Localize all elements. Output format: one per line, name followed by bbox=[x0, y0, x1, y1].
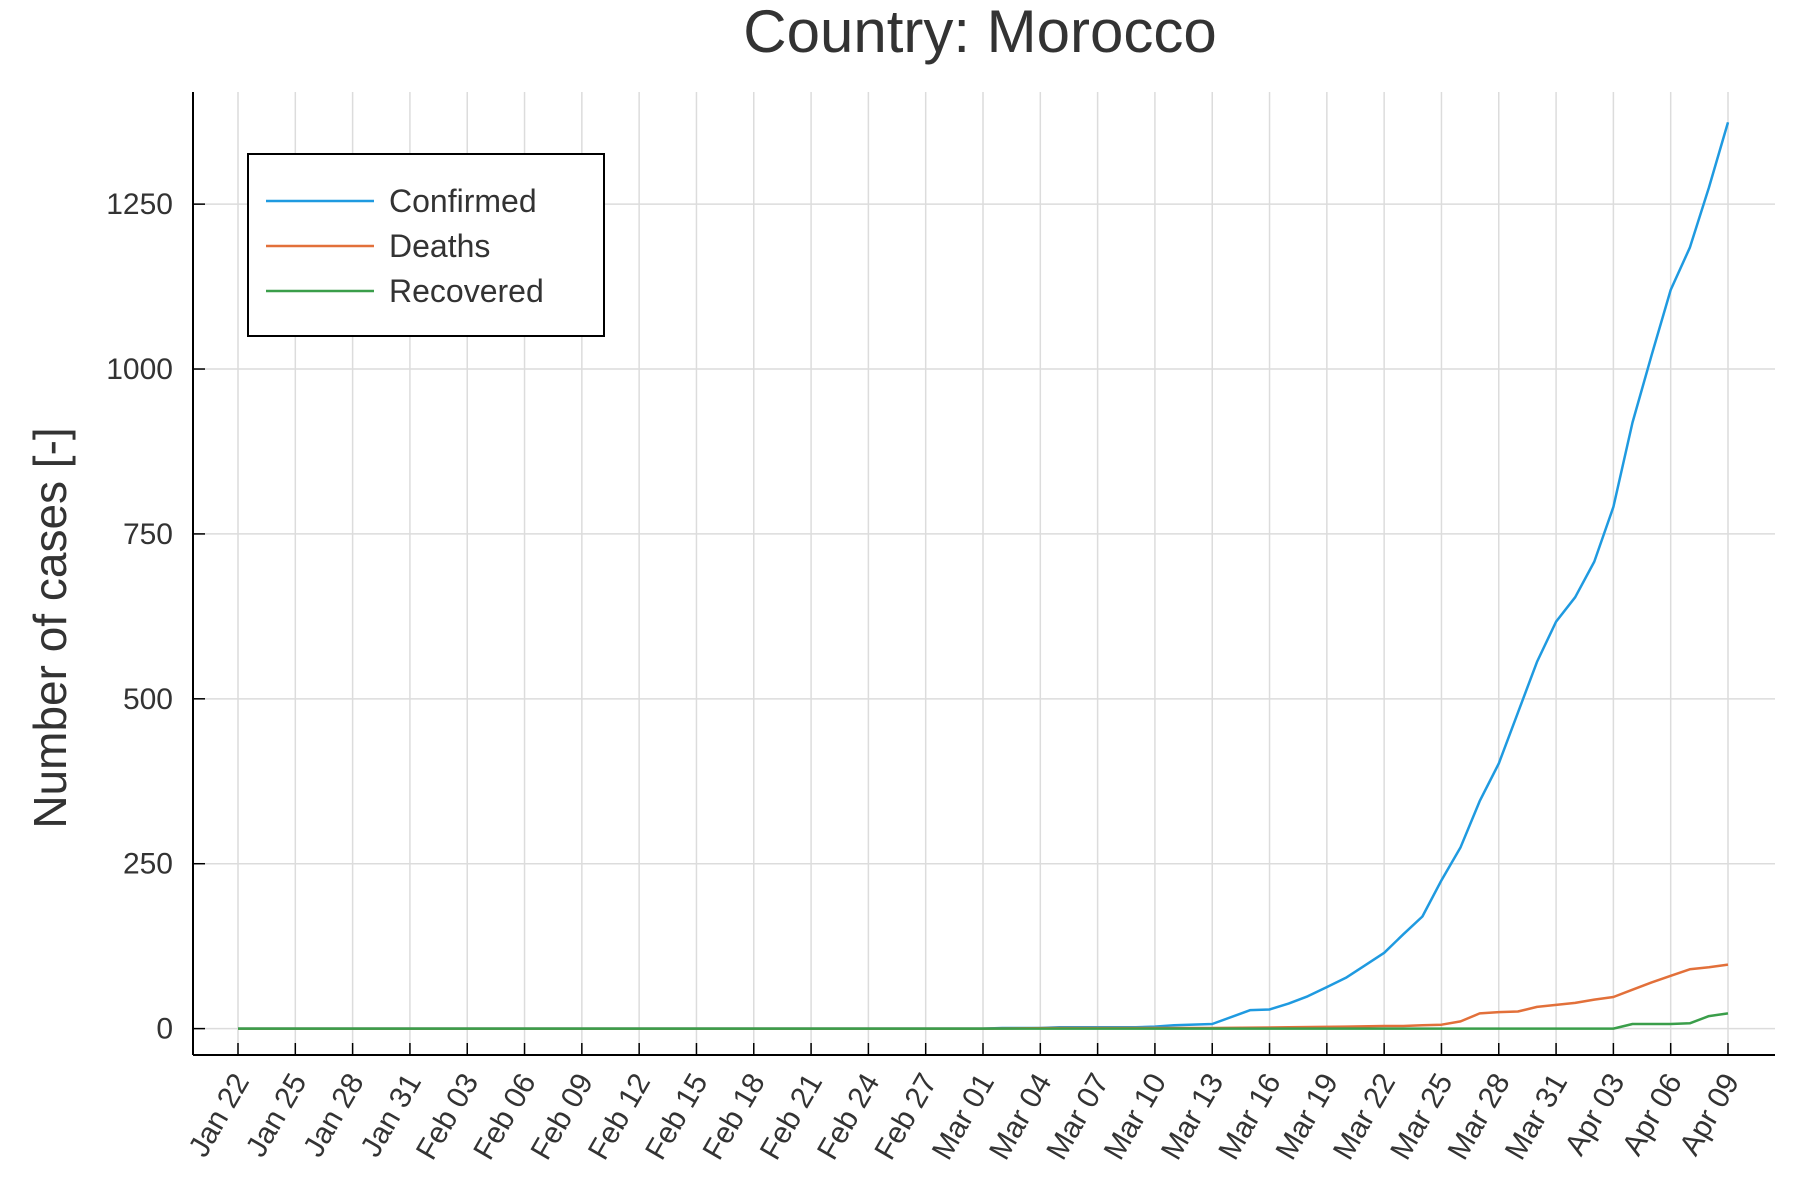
y-axis-label: Number of cases [-] bbox=[24, 427, 76, 828]
legend-label-confirmed: Confirmed bbox=[389, 183, 537, 219]
y-tick-label: 0 bbox=[156, 1013, 173, 1046]
legend: Confirmed Deaths Recovered bbox=[247, 153, 605, 337]
series-line-recovered bbox=[238, 1012, 1729, 1030]
y-tick-label: 500 bbox=[123, 683, 173, 716]
y-tick-label: 250 bbox=[123, 848, 173, 881]
series-lines bbox=[238, 121, 1730, 1030]
legend-label-deaths: Deaths bbox=[389, 228, 490, 264]
legend-label-recovered: Recovered bbox=[389, 273, 544, 309]
y-tick-label: 1250 bbox=[106, 188, 173, 221]
chart-title: Country: Morocco bbox=[743, 0, 1217, 65]
y-tick-label: 1000 bbox=[106, 353, 173, 386]
y-tick-label: 750 bbox=[123, 518, 173, 551]
